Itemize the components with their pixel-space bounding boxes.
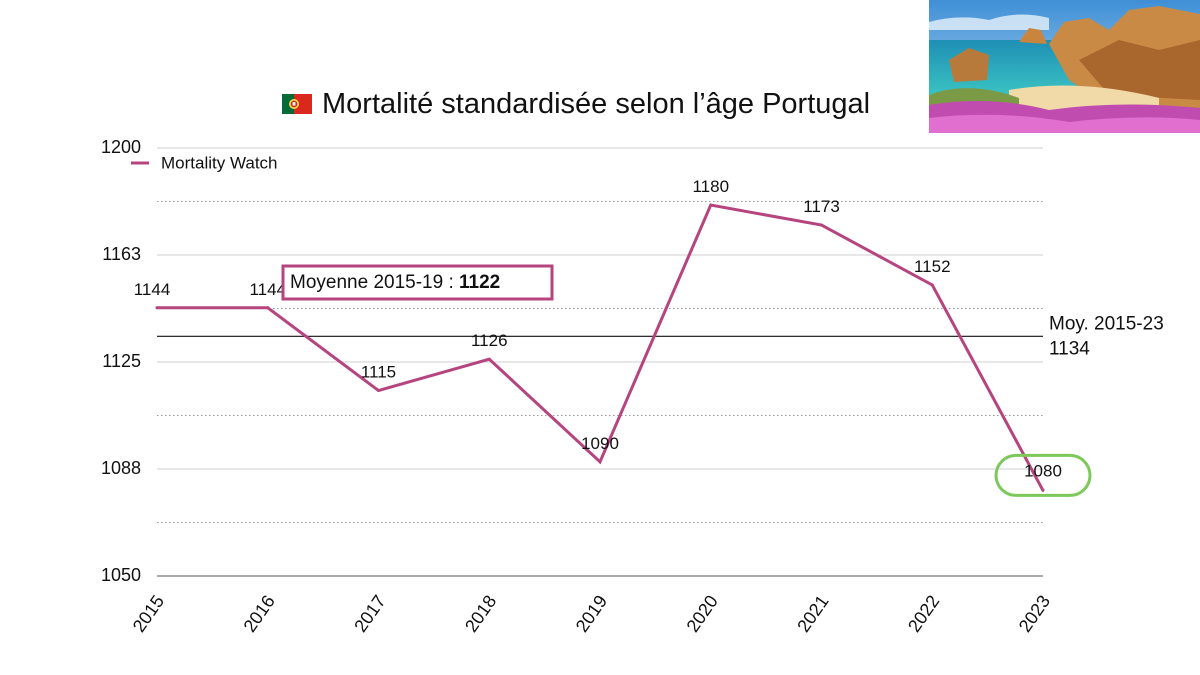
data-label: 1152 — [914, 257, 951, 276]
data-point — [598, 460, 602, 464]
data-point — [930, 283, 934, 287]
highlight-outline — [994, 453, 1092, 497]
legend: Mortality Watch — [131, 153, 278, 172]
data-label: 1080 — [1024, 461, 1062, 480]
data-point — [377, 389, 380, 393]
data-point — [1041, 488, 1045, 492]
algarve-coast-photo — [929, 0, 1200, 133]
chart-title: Mortalité standardisée selon l’âge Portu… — [282, 84, 870, 124]
x-tick-label: 2023 — [1015, 592, 1054, 636]
data-point — [487, 357, 491, 361]
y-tick-label: 1125 — [102, 351, 141, 371]
x-axis-ticks: 2015 2016 2017 2018 2019 2020 2021 2022 2023 — [129, 592, 1054, 636]
x-tick-label: 2015 — [129, 592, 168, 636]
x-tick-label: 2016 — [240, 592, 279, 636]
data-label: 1173 — [803, 197, 840, 216]
series-group — [155, 203, 1045, 492]
data-label: 1144 — [134, 280, 171, 299]
data-labels: 1144 1144 1115 1126 1090 1180 1173 1152 1080 — [134, 177, 1092, 497]
portugal-flag-icon — [282, 94, 312, 114]
annotation-value: 1122 — [459, 272, 500, 293]
data-label: 1180 — [692, 177, 729, 196]
data-point — [820, 223, 823, 227]
annotation-prefix: Moyenne 2015-19 : — [290, 272, 459, 293]
x-tick-label: 2021 — [793, 592, 832, 636]
reference-line-group: Moy. 2015-23 1134 — [157, 313, 1164, 359]
y-axis-ticks: 1200 1163 1125 1088 1050 — [101, 137, 141, 585]
y-tick-label: 1050 — [101, 565, 141, 585]
legend-label: Mortality Watch — [161, 153, 278, 172]
x-tick-label: 2020 — [683, 592, 722, 636]
x-tick-label: 2018 — [461, 592, 500, 636]
data-label: 1090 — [581, 434, 619, 453]
y-tick-label: 1088 — [101, 458, 141, 478]
data-label: 1126 — [471, 331, 508, 350]
data-point — [155, 306, 159, 310]
reference-line-label: Moy. 2015-23 — [1049, 313, 1164, 334]
annotation-text: Moyenne 2015-19 : 1122 — [290, 272, 500, 293]
data-point — [709, 203, 713, 207]
y-tick-label: 1163 — [102, 244, 141, 264]
reference-line-value: 1134 — [1049, 338, 1090, 359]
grid-lines — [157, 147, 1043, 577]
x-tick-label: 2019 — [572, 592, 611, 636]
annotation-group: Moyenne 2015-19 : 1122 — [281, 264, 554, 301]
y-tick-label: 1200 — [101, 137, 141, 157]
chart-title-text: Mortalité standardisée selon l’âge Portu… — [322, 87, 871, 120]
annotation-box — [281, 264, 554, 301]
data-point — [266, 306, 270, 310]
data-label: 1115 — [361, 363, 396, 382]
data-label: 1144 — [249, 280, 286, 299]
x-tick-label: 2017 — [350, 592, 389, 636]
x-tick-label: 2022 — [904, 592, 943, 636]
